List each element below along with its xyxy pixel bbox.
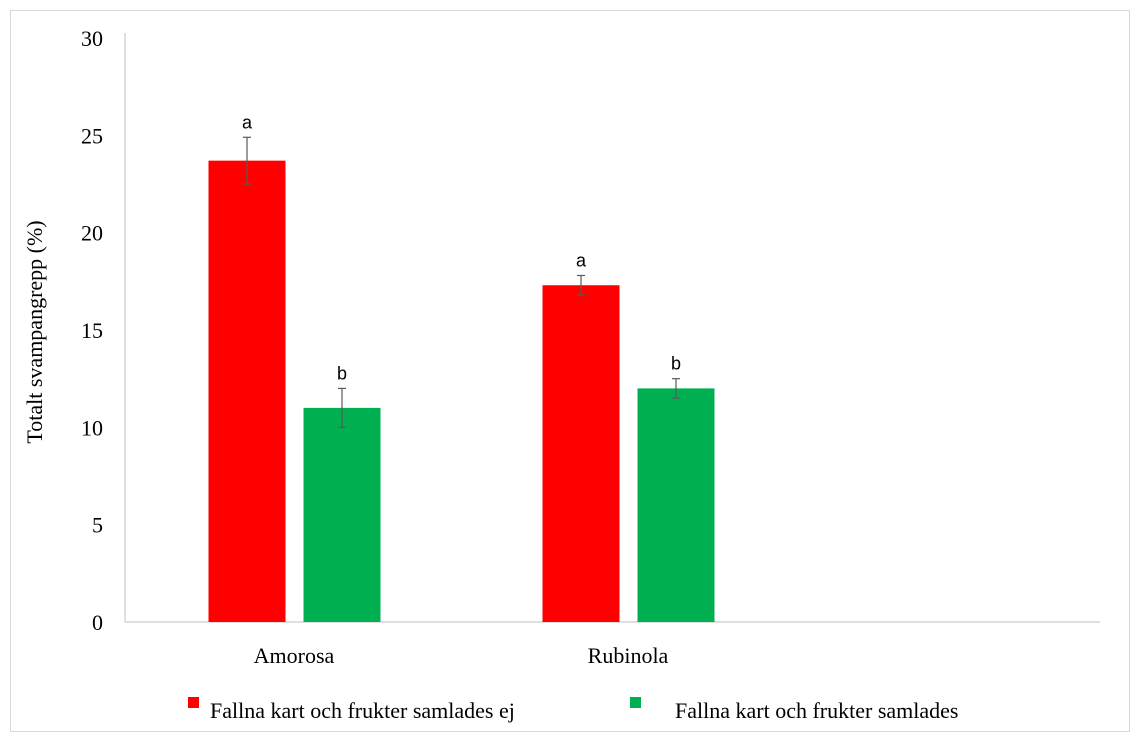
y-tick-label: 30 (81, 26, 103, 51)
y-tick-label: 15 (81, 318, 103, 343)
significance-label: b (337, 363, 347, 383)
legend-swatch (630, 697, 641, 708)
y-tick-label: 20 (81, 221, 103, 246)
y-tick-label: 5 (92, 513, 103, 538)
y-tick-label: 10 (81, 415, 103, 440)
x-category-label: Amorosa (254, 643, 335, 668)
bar (637, 388, 715, 622)
legend-label: Fallna kart och frukter samlades (675, 698, 958, 723)
significance-label: a (242, 112, 253, 132)
significance-label: a (576, 250, 587, 270)
bar (208, 160, 286, 622)
y-tick-label: 25 (81, 123, 103, 148)
y-tick-label: 0 (92, 610, 103, 635)
legend-swatch (188, 697, 199, 708)
significance-label: b (671, 354, 681, 374)
y-axis-label: Totalt svampangrepp (%) (22, 220, 47, 443)
legend-label: Fallna kart och frukter samlades ej (210, 698, 515, 723)
x-category-label: Rubinola (588, 643, 669, 668)
bar (303, 407, 381, 622)
bar (542, 285, 620, 622)
